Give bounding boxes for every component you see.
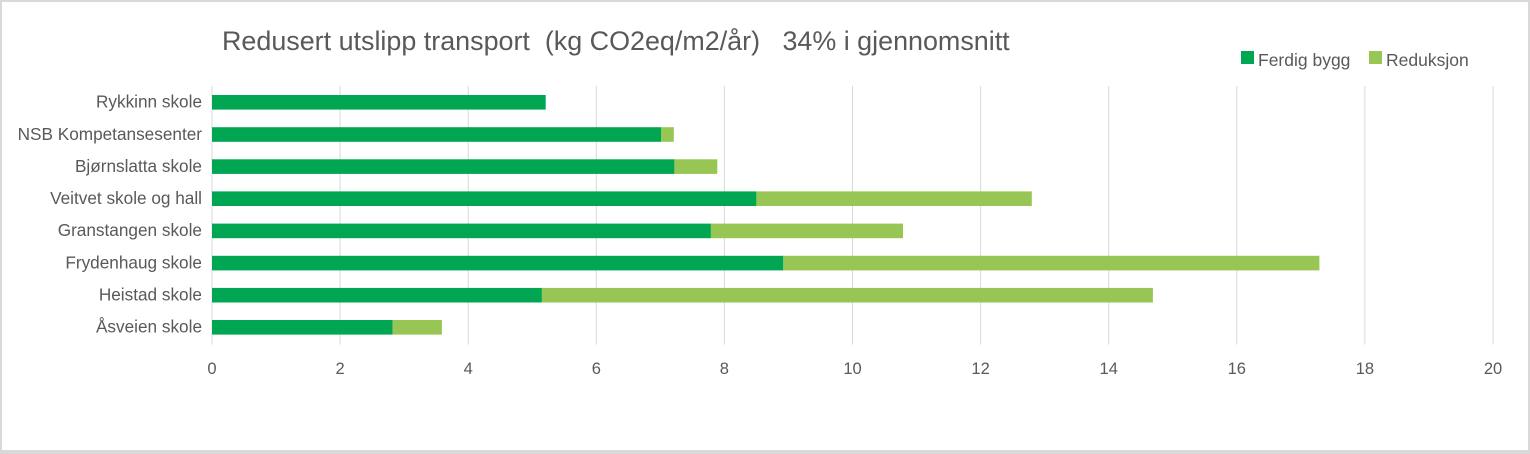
svg-text:NSB Kompetansesenter: NSB Kompetansesenter: [18, 124, 203, 144]
svg-text:4: 4: [464, 360, 473, 378]
svg-text:2: 2: [336, 360, 345, 378]
svg-text:12: 12: [971, 360, 989, 378]
svg-text:Heistad skole: Heistad skole: [99, 285, 202, 305]
svg-text:20: 20: [1484, 360, 1502, 378]
svg-text:Bjørnslatta skole: Bjørnslatta skole: [75, 156, 202, 176]
svg-text:10: 10: [843, 360, 861, 378]
svg-text:Frydenhaug skole: Frydenhaug skole: [65, 252, 202, 272]
svg-text:Veitvet skole og hall: Veitvet skole og hall: [50, 188, 202, 208]
svg-text:6: 6: [592, 360, 601, 378]
svg-text:Åsveien skole: Åsveien skole: [96, 317, 202, 337]
svg-text:18: 18: [1356, 360, 1374, 378]
svg-text:8: 8: [720, 360, 729, 378]
svg-text:Granstangen skole: Granstangen skole: [58, 220, 202, 240]
svg-text:14: 14: [1100, 360, 1118, 378]
svg-text:Rykkinn skole: Rykkinn skole: [96, 92, 202, 112]
svg-text:0: 0: [207, 360, 216, 378]
svg-text:16: 16: [1228, 360, 1246, 378]
